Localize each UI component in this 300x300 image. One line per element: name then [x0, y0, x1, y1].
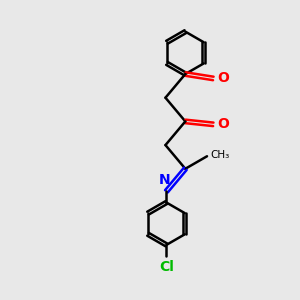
Text: Cl: Cl [159, 260, 174, 274]
Text: O: O [217, 117, 229, 131]
Text: CH₃: CH₃ [210, 150, 229, 160]
Text: N: N [159, 173, 171, 187]
Text: O: O [217, 71, 229, 85]
